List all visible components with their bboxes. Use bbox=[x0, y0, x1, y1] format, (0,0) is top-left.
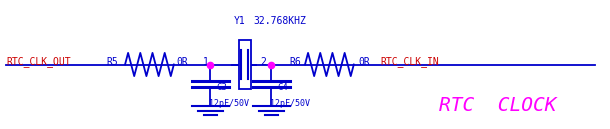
Text: 32.768KHZ: 32.768KHZ bbox=[253, 16, 306, 26]
Text: R5: R5 bbox=[107, 57, 118, 67]
Text: 0R: 0R bbox=[176, 57, 188, 67]
Text: C3: C3 bbox=[217, 83, 228, 92]
Text: 1: 1 bbox=[203, 57, 209, 67]
Text: RTC  CLOCK: RTC CLOCK bbox=[439, 96, 557, 115]
Text: RTC_CLK_OUT: RTC_CLK_OUT bbox=[6, 57, 71, 67]
Text: 2: 2 bbox=[260, 57, 267, 67]
Bar bbox=[239, 40, 251, 89]
Text: R6: R6 bbox=[289, 57, 301, 67]
Text: 0R: 0R bbox=[359, 57, 370, 67]
Text: 12pF/50V: 12pF/50V bbox=[270, 99, 310, 108]
Text: Y1: Y1 bbox=[234, 16, 245, 26]
Text: 12pF/50V: 12pF/50V bbox=[209, 99, 249, 108]
Text: C4: C4 bbox=[277, 83, 288, 92]
Text: RTC_CLK_IN: RTC_CLK_IN bbox=[380, 57, 439, 67]
